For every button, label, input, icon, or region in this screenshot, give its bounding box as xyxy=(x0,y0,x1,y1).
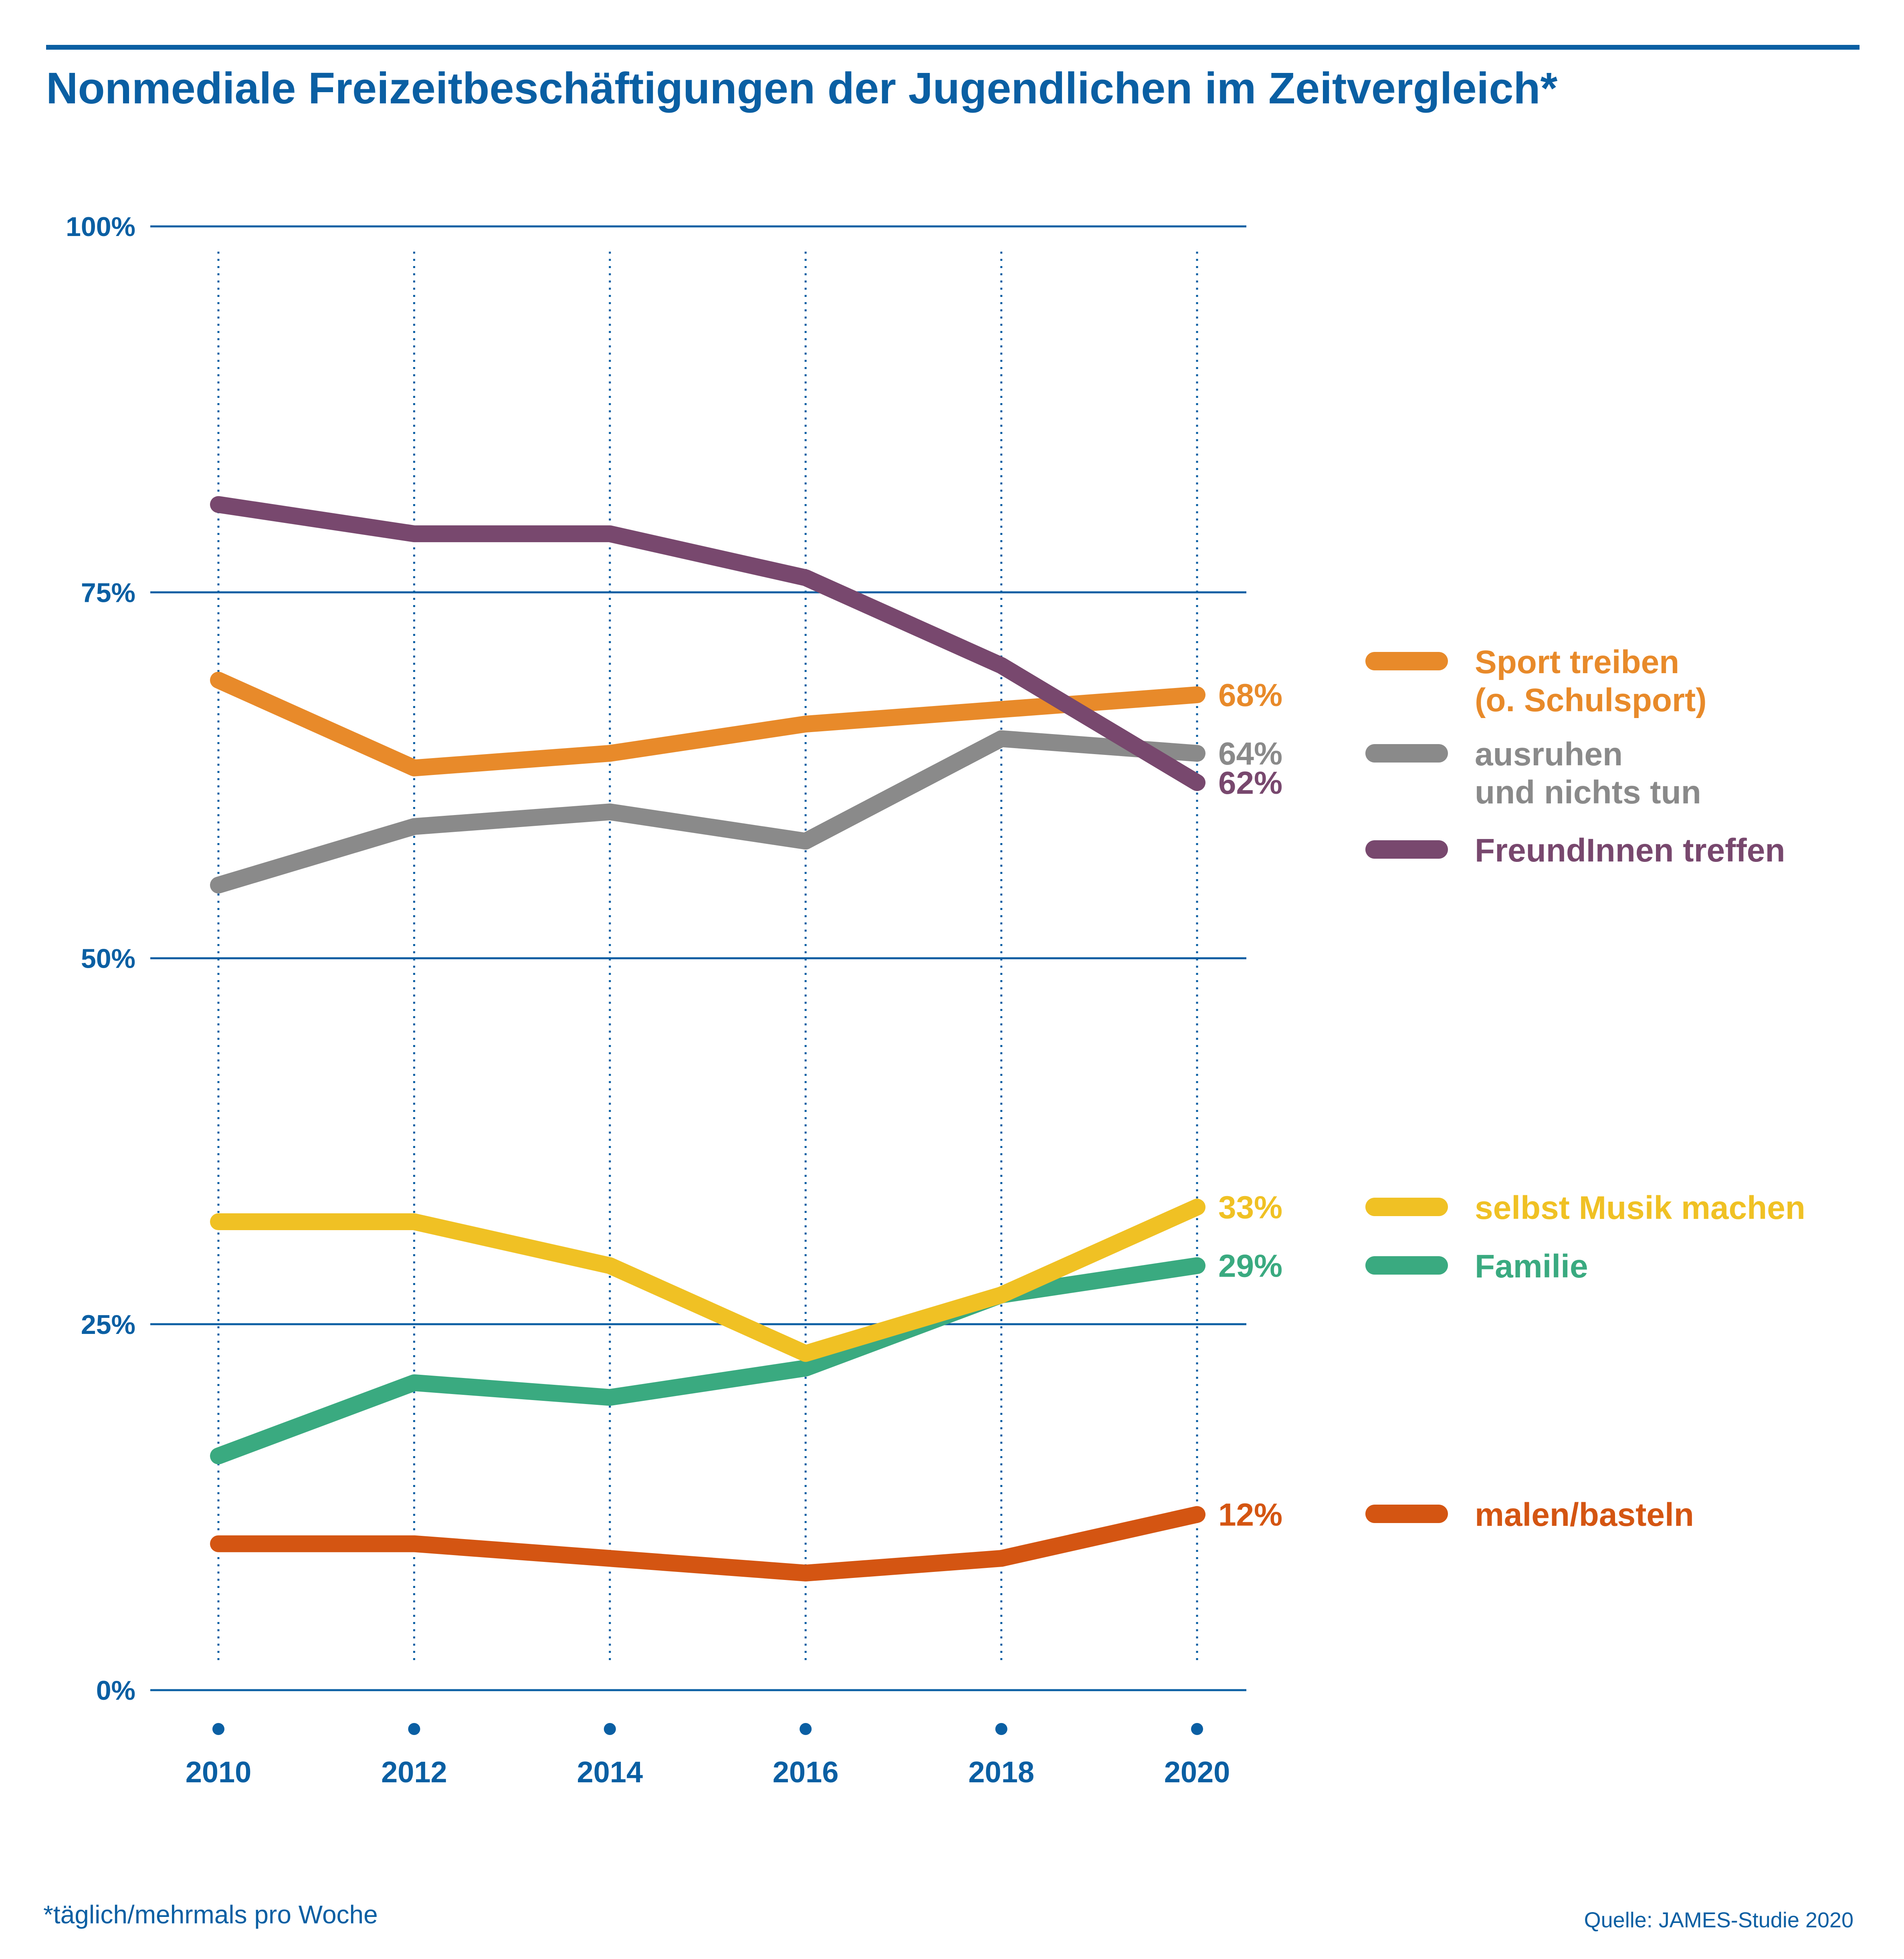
year-dot xyxy=(800,1723,812,1735)
year-dot xyxy=(995,1723,1008,1735)
year-dot xyxy=(408,1723,420,1735)
legend-label: ausruhen xyxy=(1475,736,1623,773)
end-label-malen: 12% xyxy=(1218,1497,1282,1533)
x-tick-label: 2020 xyxy=(1164,1755,1230,1789)
x-tick-label: 2018 xyxy=(968,1755,1034,1789)
end-label-sport: 68% xyxy=(1218,677,1282,713)
y-axis-ticks: 0% 25% 50% 75% 100% xyxy=(66,212,135,1706)
legend-label: Familie xyxy=(1475,1248,1588,1285)
end-value-labels: 62% 68% 64% 33% 29% 12% xyxy=(1218,677,1282,1533)
y-tick-label: 75% xyxy=(81,577,135,608)
x-tick-label: 2014 xyxy=(577,1755,643,1789)
chart-title: Nonmediale Freizeitbeschäftigungen der J… xyxy=(46,64,1558,113)
series-line-freunde xyxy=(210,496,1205,791)
gridlines xyxy=(150,225,1246,1691)
legend-label: FreundInnen treffen xyxy=(1475,832,1785,869)
legend-item-freunde: FreundInnen treffen xyxy=(1365,832,1785,869)
end-label-musik: 33% xyxy=(1218,1190,1282,1225)
legend-label: Sport treiben xyxy=(1475,644,1679,680)
x-tick-label: 2010 xyxy=(186,1755,252,1789)
footnote: *täglich/mehrmals pro Woche xyxy=(43,1900,378,1929)
y-tick-label: 50% xyxy=(81,944,135,974)
legend-label: malen/basteln xyxy=(1475,1497,1694,1533)
y-tick-label: 0% xyxy=(96,1675,135,1706)
series-line-ausruhen xyxy=(210,730,1205,894)
series-lines xyxy=(210,496,1205,1582)
legend-item-malen: malen/basteln xyxy=(1365,1497,1694,1533)
year-dot xyxy=(1191,1723,1203,1735)
x-tick-label: 2016 xyxy=(773,1755,839,1789)
end-label-freunde: 62% xyxy=(1218,765,1282,801)
source-note: Quelle: JAMES-Studie 2020 xyxy=(1584,1908,1854,1932)
series-line-familie xyxy=(210,1257,1205,1465)
legend-item-familie: Familie xyxy=(1365,1248,1588,1285)
legend-label: selbst Musik machen xyxy=(1475,1190,1805,1226)
legend-label: und nichts tun xyxy=(1475,774,1701,811)
legend-label: (o. Schulsport) xyxy=(1475,682,1707,718)
end-label-familie: 29% xyxy=(1218,1248,1282,1284)
series-line-musik xyxy=(210,1198,1205,1362)
series-line-malen xyxy=(210,1506,1205,1582)
x-tick-label: 2012 xyxy=(381,1755,447,1789)
y-tick-label: 25% xyxy=(81,1309,135,1340)
legend: FreundInnen treffen Sport treiben(o. Schu… xyxy=(1365,644,1805,1533)
x-axis-ticks: 2010 2012 2014 2016 2018 2020 xyxy=(186,1723,1230,1789)
end-label-ausruhen: 64% xyxy=(1218,736,1282,771)
year-dot xyxy=(212,1723,224,1735)
series-line-sport xyxy=(210,672,1205,777)
y-tick-label: 100% xyxy=(66,212,135,242)
legend-item-musik: selbst Musik machen xyxy=(1365,1190,1805,1226)
legend-item-sport: Sport treiben(o. Schulsport) xyxy=(1365,644,1707,718)
year-dot xyxy=(604,1723,616,1735)
